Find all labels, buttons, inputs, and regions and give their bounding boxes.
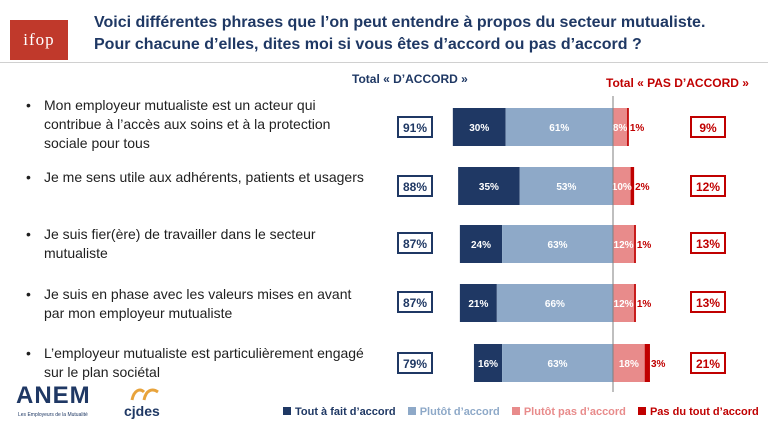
legend-swatch <box>283 407 291 415</box>
total-pas-accord-5: 21% <box>690 352 726 374</box>
bar-segment <box>634 284 636 322</box>
bar-segment <box>613 284 635 322</box>
ifop-logo: ifop <box>10 20 68 60</box>
bullet-icon: • <box>26 97 31 113</box>
bar-segment <box>613 167 631 205</box>
data-label: 1% <box>637 299 652 310</box>
statement-5: • L’employeur mutualiste est particulièr… <box>26 344 374 382</box>
header-total-accord: Total « D’ACCORD » <box>352 72 468 86</box>
bullet-icon: • <box>26 169 31 185</box>
statement-3-text: Je suis fier(ère) de travailler dans le … <box>44 226 316 261</box>
legend-item-plutot-pas: Plutôt pas d’accord <box>511 406 626 418</box>
data-label: 61% <box>549 123 569 134</box>
data-label: 63% <box>548 240 568 251</box>
bar-segment <box>459 225 503 263</box>
bar-segment <box>519 167 613 205</box>
data-label: 18% <box>619 359 639 370</box>
bar-segment <box>452 108 506 146</box>
total-pas-accord-2: 12% <box>690 175 726 197</box>
total-accord-5: 79% <box>397 352 433 374</box>
legend-item-plutot-accord: Plutôt d’accord <box>407 406 500 418</box>
data-label: 35% <box>479 182 499 193</box>
data-label: 12% <box>614 299 634 310</box>
data-label: 21% <box>468 299 488 310</box>
bar-segment <box>644 344 650 382</box>
bullet-icon: • <box>26 226 31 242</box>
data-label: 1% <box>630 123 645 134</box>
bar-segment <box>505 108 613 146</box>
total-accord-1: 91% <box>397 116 433 138</box>
page-title: Voici différentes phrases que l’on peut … <box>94 12 754 56</box>
statement-1-text: Mon employeur mutualiste est un acteur q… <box>44 97 331 151</box>
bar-segment <box>496 284 613 322</box>
title-line-2: Pour chacune d’elles, dites moi si vous … <box>94 36 642 53</box>
legend-swatch <box>407 407 416 415</box>
bar-segment <box>613 344 645 382</box>
total-pas-accord-1: 9% <box>690 116 726 138</box>
statement-2-text: Je me sens utile aux adhérents, patients… <box>44 169 364 185</box>
bar-segment <box>613 225 635 263</box>
statement-5-text: L’employeur mutualiste est particulièrem… <box>44 345 364 380</box>
anem-logo: ANEM Les Employeurs de la Mutualité <box>16 382 91 418</box>
data-label: 24% <box>471 240 491 251</box>
data-label: 30% <box>469 123 489 134</box>
statement-3: • Je suis fier(ère) de travailler dans l… <box>26 225 374 263</box>
bar-segment <box>473 344 503 382</box>
chart-legend: Tout à fait d’accord Plutôt d’accord Plu… <box>283 406 768 418</box>
bullet-icon: • <box>26 286 31 302</box>
bar-segment <box>502 344 613 382</box>
title-line-1: Voici différentes phrases que l’on peut … <box>94 14 706 31</box>
total-accord-2: 88% <box>397 175 433 197</box>
bar-segment <box>634 225 636 263</box>
total-pas-accord-3: 13% <box>690 232 726 254</box>
bar-segment <box>627 108 629 146</box>
bullet-icon: • <box>26 345 31 361</box>
bar-segment <box>502 225 613 263</box>
statement-4-text: Je suis en phase avec les valeurs mises … <box>44 286 352 321</box>
bar-segment <box>458 167 520 205</box>
data-label: 2% <box>635 182 650 193</box>
legend-item-tout-a-fait: Tout à fait d’accord <box>283 406 396 418</box>
statement-2: • Je me sens utile aux adhérents, patien… <box>26 168 374 187</box>
bar-segment <box>459 284 497 322</box>
bar-segment <box>630 167 635 205</box>
total-accord-3: 87% <box>397 232 433 254</box>
bar-segment <box>613 108 628 146</box>
data-label: 12% <box>614 240 634 251</box>
cjdes-mark-icon <box>130 388 159 401</box>
data-label: 10% <box>612 182 632 193</box>
header-divider <box>0 62 768 63</box>
legend-item-pas-du-tout: Pas du tout d’accord <box>637 406 759 418</box>
data-label: 63% <box>548 359 568 370</box>
total-pas-accord-4: 13% <box>690 291 726 313</box>
statement-4: • Je suis en phase avec les valeurs mise… <box>26 285 374 323</box>
data-label: 16% <box>478 359 498 370</box>
data-label: 66% <box>545 299 565 310</box>
cjdes-logo: cjdes <box>122 386 172 426</box>
legend-swatch <box>511 407 520 415</box>
statement-1: • Mon employeur mutualiste est un acteur… <box>26 96 374 153</box>
data-label: 3% <box>651 359 666 370</box>
total-accord-4: 87% <box>397 291 433 313</box>
data-label: 53% <box>556 182 576 193</box>
header-total-pas-accord: Total « PAS D’ACCORD » <box>606 76 749 90</box>
legend-swatch <box>637 407 646 415</box>
data-label: 8% <box>613 123 628 134</box>
data-label: 1% <box>637 240 652 251</box>
